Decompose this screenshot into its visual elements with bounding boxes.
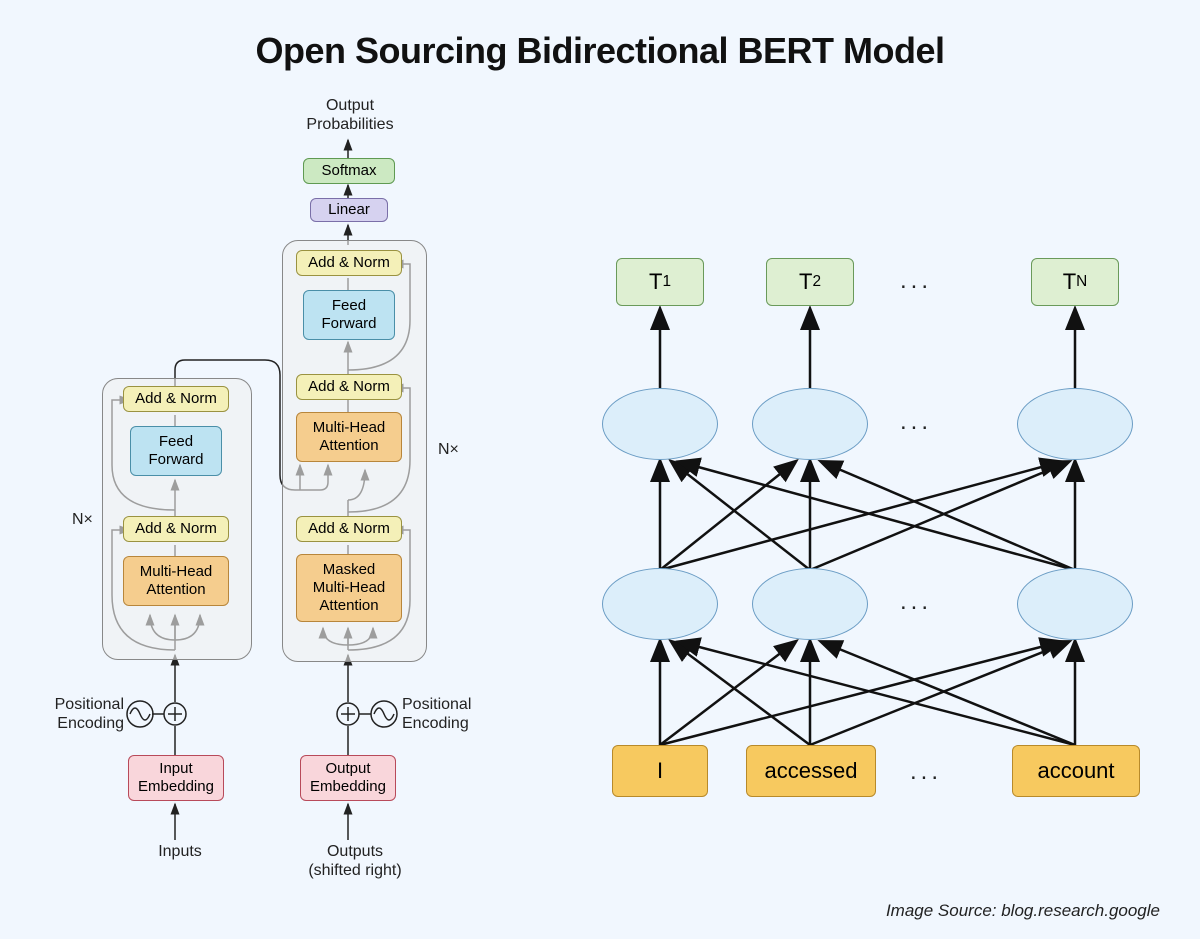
softmax-box: Softmax xyxy=(303,158,395,184)
lower-dots: ... xyxy=(900,588,932,617)
enc-addnorm-1: Add & Norm xyxy=(123,516,229,542)
word-2: accessed xyxy=(746,745,876,797)
output-prob-label: OutputProbabilities xyxy=(300,96,400,134)
tn-box: TN xyxy=(1031,258,1119,306)
outputs-label: Outputs(shifted right) xyxy=(300,842,410,880)
dec-addnorm-3: Add & Norm xyxy=(296,250,402,276)
t1-box: T1 xyxy=(616,258,704,306)
word-3: account xyxy=(1012,745,1140,797)
lower-ell-2 xyxy=(752,568,868,640)
enc-mha: Multi-HeadAttention xyxy=(123,556,229,606)
dec-addnorm-1: Add & Norm xyxy=(296,516,402,542)
word-dots: ... xyxy=(910,758,942,787)
linear-box: Linear xyxy=(310,198,388,222)
upper-ell-2 xyxy=(752,388,868,460)
nx-left: N× xyxy=(72,510,93,529)
upper-ell-1 xyxy=(602,388,718,460)
word-1: I xyxy=(612,745,708,797)
t-dots: ... xyxy=(900,267,932,296)
posenc-right: PositionalEncoding xyxy=(402,695,482,733)
dec-cross-mha: Multi-HeadAttention xyxy=(296,412,402,462)
dec-ff: FeedForward xyxy=(303,290,395,340)
upper-ell-3 xyxy=(1017,388,1133,460)
input-embedding: InputEmbedding xyxy=(128,755,224,801)
nx-right: N× xyxy=(438,440,459,459)
enc-addnorm-2: Add & Norm xyxy=(123,386,229,412)
posenc-left: PositionalEncoding xyxy=(44,695,124,733)
t2-box: T2 xyxy=(766,258,854,306)
dec-masked-mha: MaskedMulti-HeadAttention xyxy=(296,554,402,622)
image-credit: Image Source: blog.research.google xyxy=(886,901,1160,921)
inputs-label: Inputs xyxy=(150,842,210,861)
diagram-canvas: OutputProbabilities Softmax Linear Add &… xyxy=(0,0,1200,939)
dec-addnorm-2: Add & Norm xyxy=(296,374,402,400)
output-embedding: OutputEmbedding xyxy=(300,755,396,801)
lower-ell-3 xyxy=(1017,568,1133,640)
enc-ff: FeedForward xyxy=(130,426,222,476)
upper-dots: ... xyxy=(900,408,932,437)
lower-ell-1 xyxy=(602,568,718,640)
